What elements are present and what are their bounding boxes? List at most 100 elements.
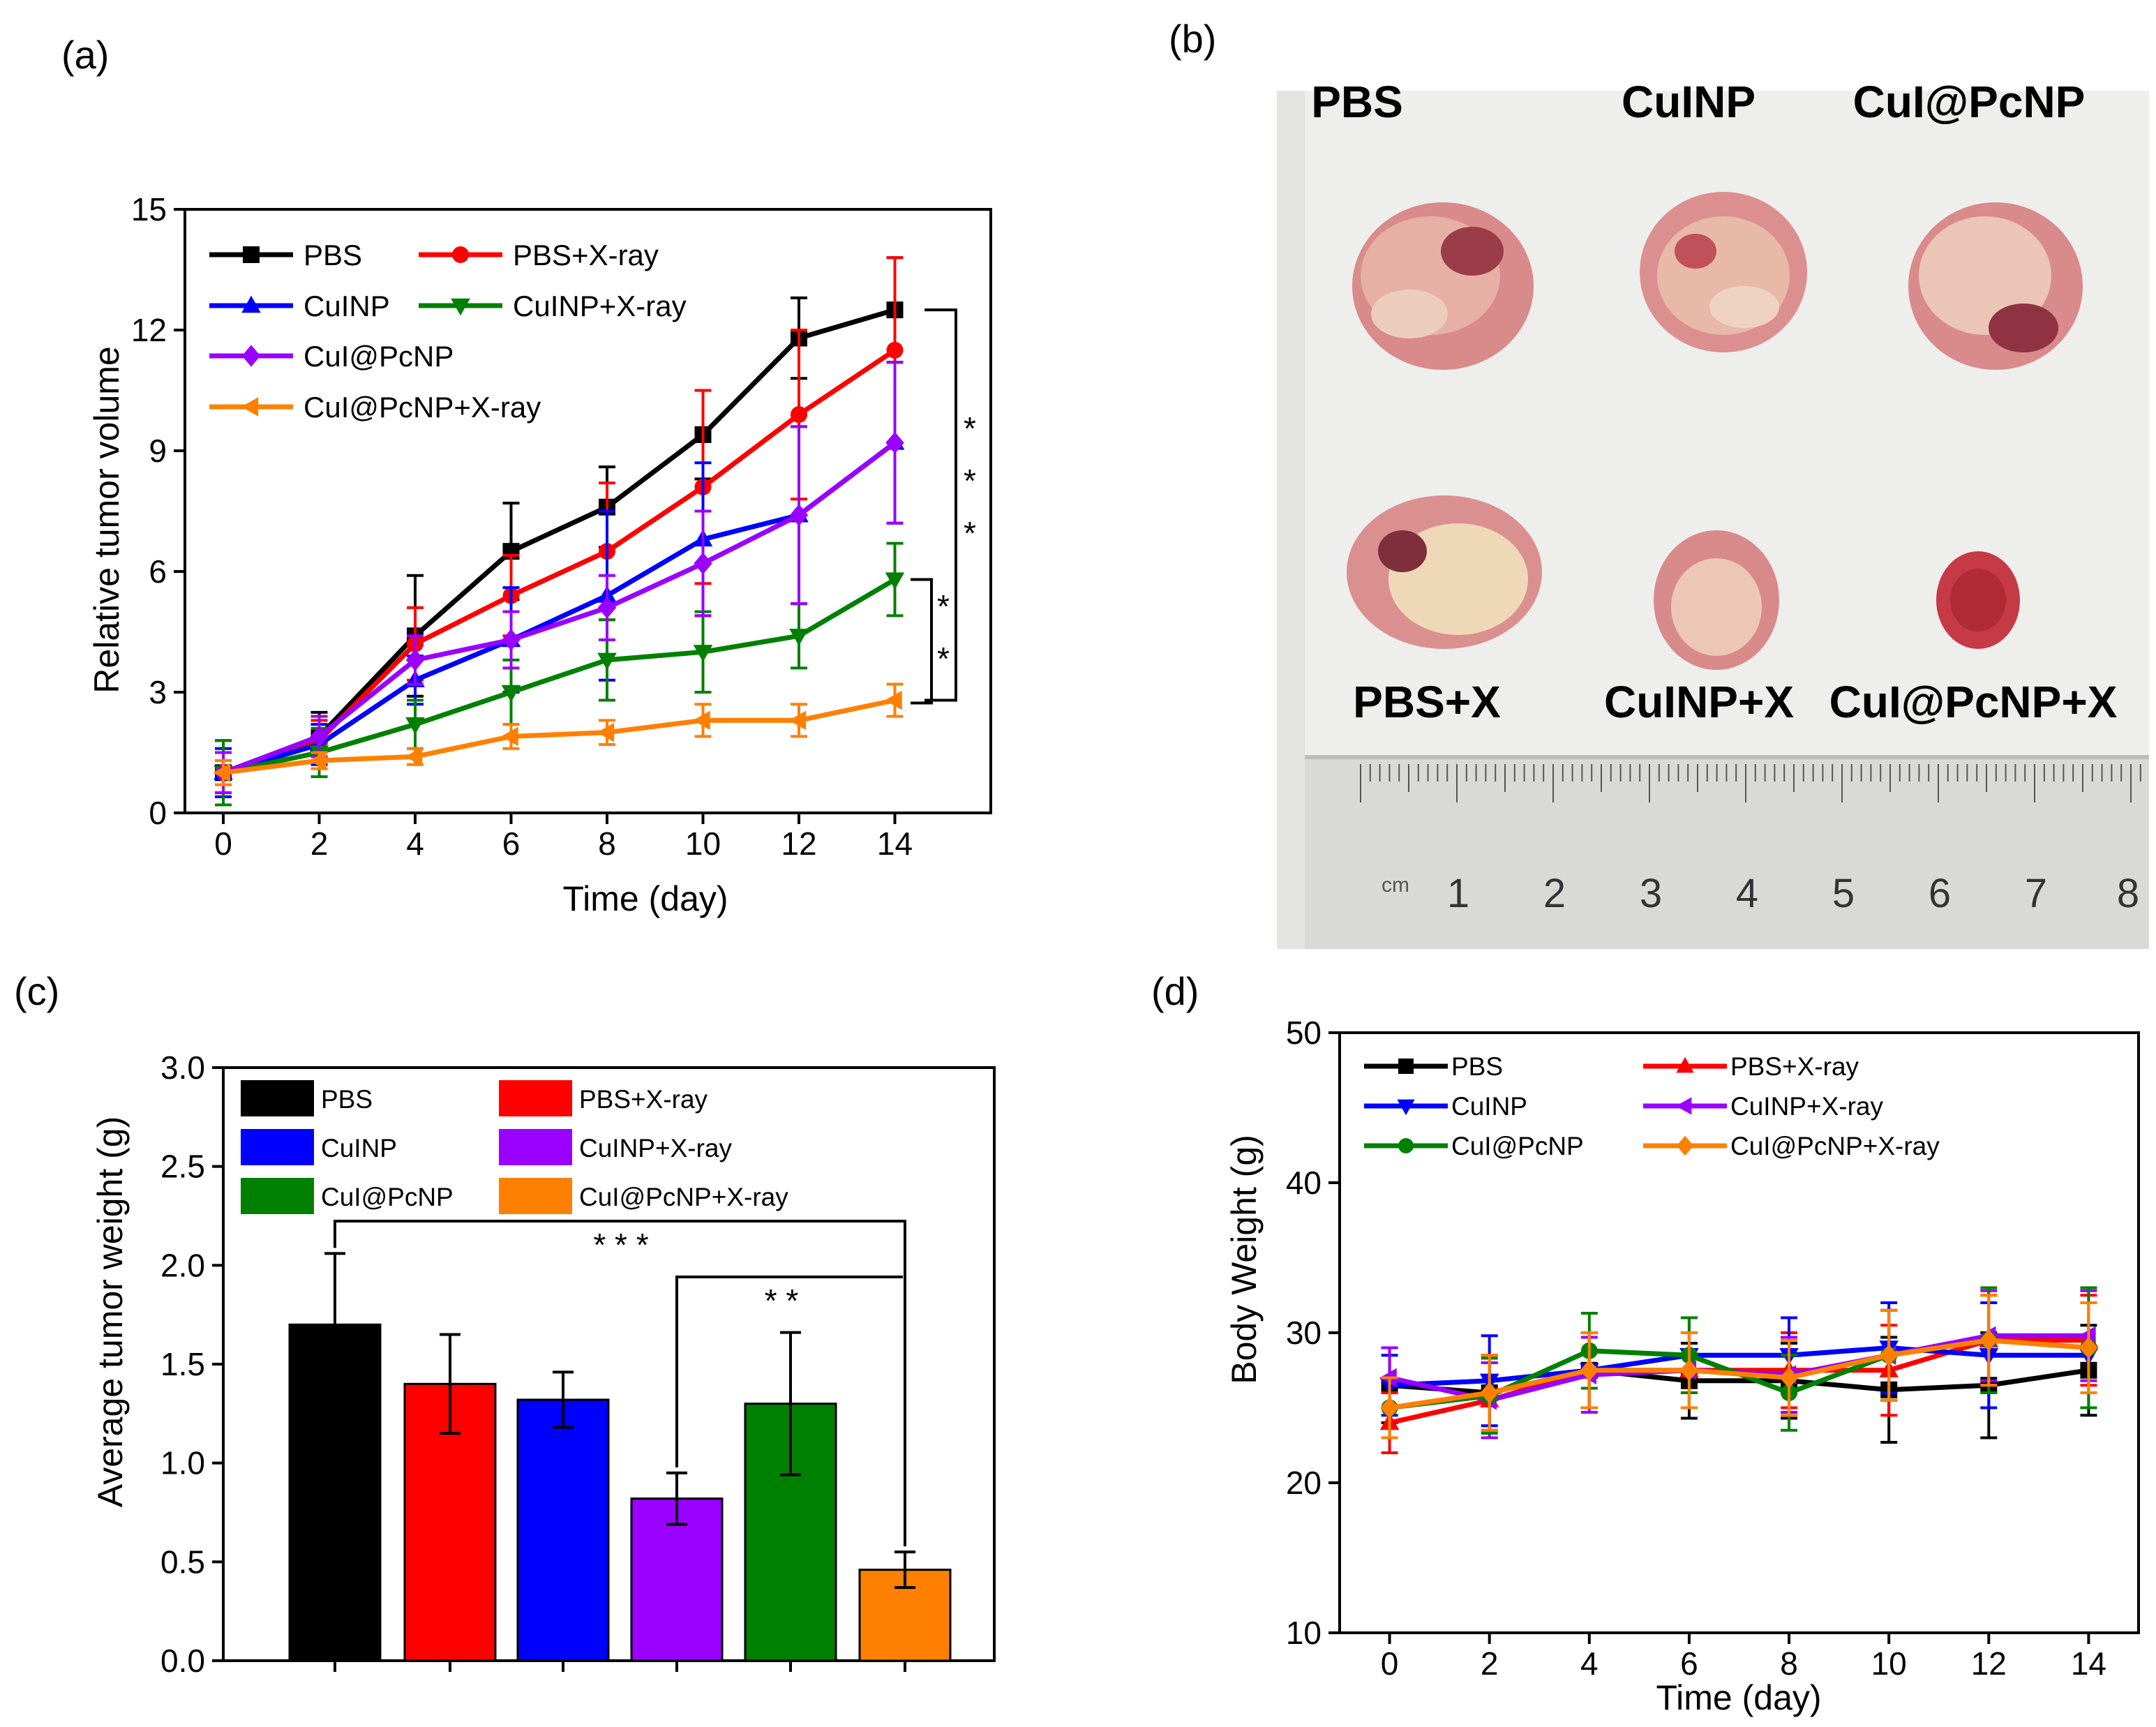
x-tick-label: 4 [406,825,424,862]
data-point [597,722,615,742]
x-tick-label: 2 [1481,1645,1499,1682]
significance-star: * [964,410,976,447]
x-tick-label: 0 [214,825,232,862]
series-line [1389,1338,2089,1410]
data-point [791,406,807,424]
data-point [405,747,423,767]
legend-label: PBS+X-ray [513,239,659,271]
tumor-cui-pcnp-x [1936,551,2020,649]
legend-entry: CuI@PcNP [241,1178,454,1214]
y-tick-label: 30 [1286,1315,1322,1351]
data-point [309,751,327,770]
photo-label-cuinp: CuINP [1622,77,1756,127]
bar [516,1398,610,1662]
legend-marker [243,246,260,263]
data-point [597,597,617,619]
ruler-unit: cm [1382,874,1409,897]
legend-marker [241,397,259,417]
data-point [1979,1329,1998,1352]
x-tick-label: 8 [1780,1645,1798,1682]
data-point [1679,1359,1699,1382]
x-tick-label: 14 [2071,1645,2106,1682]
data-point [1380,1396,1399,1419]
x-tick-label: 0 [1381,1645,1399,1682]
data-point [694,552,712,575]
panel-label-a: (a) [61,33,109,77]
legend-entry: PBS+X-ray [499,1080,708,1116]
y-tick-label: 2.5 [160,1149,205,1185]
ylabel-a: Relative tumor volume [87,346,126,693]
legend-label: PBS [321,1085,373,1114]
data-point [789,504,809,526]
legend-entry: CuI@PcNP+X-ray [499,1178,788,1214]
legend-entry: PBS [1364,1052,1503,1081]
legend-swatch [241,1178,314,1214]
y-tick-label: 6 [149,553,167,590]
significance-star: * * [765,1283,799,1319]
panel-label-b: (b) [1169,17,1216,61]
x-tick-label: 4 [1580,1645,1599,1682]
series-line [223,440,897,775]
y-tick-label: 15 [131,191,167,227]
chart-relative-tumor-volume: Time (day) Relative tumor volume 0 2 4 6 8 10… [87,191,992,918]
x-tick-label: 12 [781,825,816,862]
data-point [501,685,521,703]
legend-marker [241,345,261,367]
xlabel-d: Time (day) [1656,1678,1821,1717]
legend-marker [1675,1097,1692,1115]
significance-star: * [964,515,976,551]
legend-entry: PBS [209,239,362,271]
x-tick-label: 2 [310,825,329,862]
legend-entry: CuI@PcNP+X-ray [209,391,541,424]
significance-star: * * * [593,1227,648,1263]
legend-label: CuI@PcNP [1451,1132,1584,1160]
tumor-pbs [1352,202,1534,370]
legend-marker [1398,1138,1414,1153]
tumor-cuinp [1640,192,1807,352]
ruler-edge [1305,755,2149,759]
legend-entry: CuINP [209,290,390,322]
legend-label: CuI@PcNP [304,340,454,373]
series-line [222,440,897,775]
tumor-cuinp-x [1654,530,1779,670]
data-point [213,763,231,783]
photo-label-cuinp-x: CuINP+X [1604,677,1794,727]
legend-swatch [241,1080,314,1116]
plot-frame [184,208,992,814]
legend-label: CuINP+X-ray [1730,1092,1883,1121]
series-cui-pcnp-x-ray [213,682,904,786]
x-tick-label: 12 [1971,1645,2007,1682]
legend-entry: CuI@PcNP+X-ray [1643,1132,1940,1160]
series-line [222,307,896,775]
data-point [693,645,713,662]
ruler-number: 7 [2025,871,2047,916]
data-point [501,726,518,747]
legend-entry: CuI@PcNP [209,340,454,373]
photo-shade [1277,91,1305,949]
ruler-ticks [1360,764,2141,802]
ruler-number: 2 [1543,871,1566,916]
legend-marker [1676,1135,1694,1156]
y-tick-label: 12 [131,312,167,348]
ruler-number: 6 [1929,871,1951,916]
ylabel-c: Average tumor weight (g) [91,1116,130,1507]
legend-swatch [499,1178,572,1214]
panel-label-d: (d) [1151,969,1199,1013]
x-tick-label: 10 [685,825,721,862]
ruler-number: 5 [1832,871,1855,916]
legend-entry: CuINP+X-ray [419,290,687,322]
legend-marker [1676,1056,1694,1073]
panel-label-c: (c) [14,969,59,1013]
data-point [789,629,809,646]
y-tick-label: 3.0 [160,1049,205,1086]
data-point [1779,1366,1799,1389]
legend-marker [1398,1059,1414,1074]
significance-bracket [334,1220,906,1547]
data-point [885,690,902,710]
legend-label: PBS [304,239,362,271]
y-tick-label: 3 [149,674,167,710]
legend-marker [451,298,470,316]
data-point [788,710,807,731]
legend-entry: PBS+X-ray [1643,1052,1859,1081]
